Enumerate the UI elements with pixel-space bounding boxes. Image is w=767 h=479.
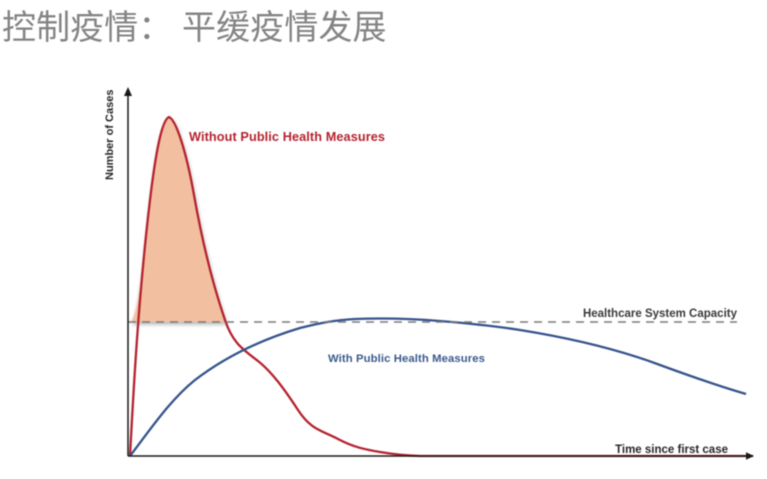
svg-text:With Public Health Measures: With Public Health Measures (328, 353, 485, 365)
svg-text:Without Public Health Measures: Without Public Health Measures (189, 130, 385, 144)
svg-text:Number of Cases: Number of Cases (104, 90, 116, 180)
svg-text:Time since first case: Time since first case (615, 444, 728, 456)
svg-text:Healthcare System Capacity: Healthcare System Capacity (583, 308, 738, 320)
